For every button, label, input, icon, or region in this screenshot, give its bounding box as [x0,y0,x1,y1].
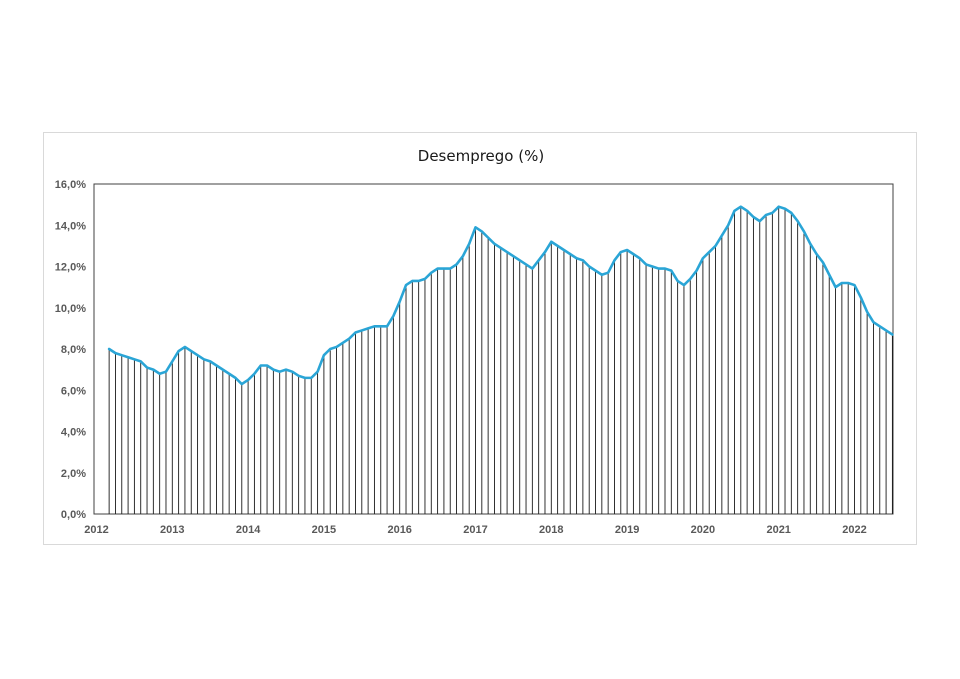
y-tick-label: 2,0% [61,468,86,480]
x-tick-label: 2012 [84,524,108,536]
x-tick-label: 2020 [691,524,715,536]
y-tick-label: 14,0% [55,220,86,232]
plot-border [93,183,894,515]
x-tick-label: 2019 [615,524,639,536]
y-tick-label: 4,0% [61,427,86,439]
x-tick-label: 2017 [463,524,487,536]
series-line [107,205,894,386]
x-tick-label: 2018 [539,524,563,536]
y-tick-label: 12,0% [55,262,86,274]
y-tick-label: 8,0% [61,344,86,356]
y-tick-label: 16,0% [55,179,86,191]
x-tick-label: 2014 [236,524,261,536]
chart-area: Desemprego (%) 0,0% 2,0% 4,0% 6,0% 8,0% 10,0%… [43,132,917,545]
y-tick-label: 0,0% [61,509,86,521]
x-tick-label: 2022 [842,524,866,536]
x-tick-label: 2016 [387,524,411,536]
x-tick-label: 2015 [312,524,336,536]
y-tick-label: 6,0% [61,385,86,397]
y-tick-label: 10,0% [55,303,86,315]
x-tick-label: 2013 [160,524,184,536]
chart-plot: 0,0% 2,0% 4,0% 6,0% 8,0% 10,0% 12,0% 14,0% 16,0%… [55,179,894,536]
drop-lines [108,206,893,514]
x-tick-label: 2021 [766,524,790,536]
chart-title: Desemprego (%) [417,147,545,165]
